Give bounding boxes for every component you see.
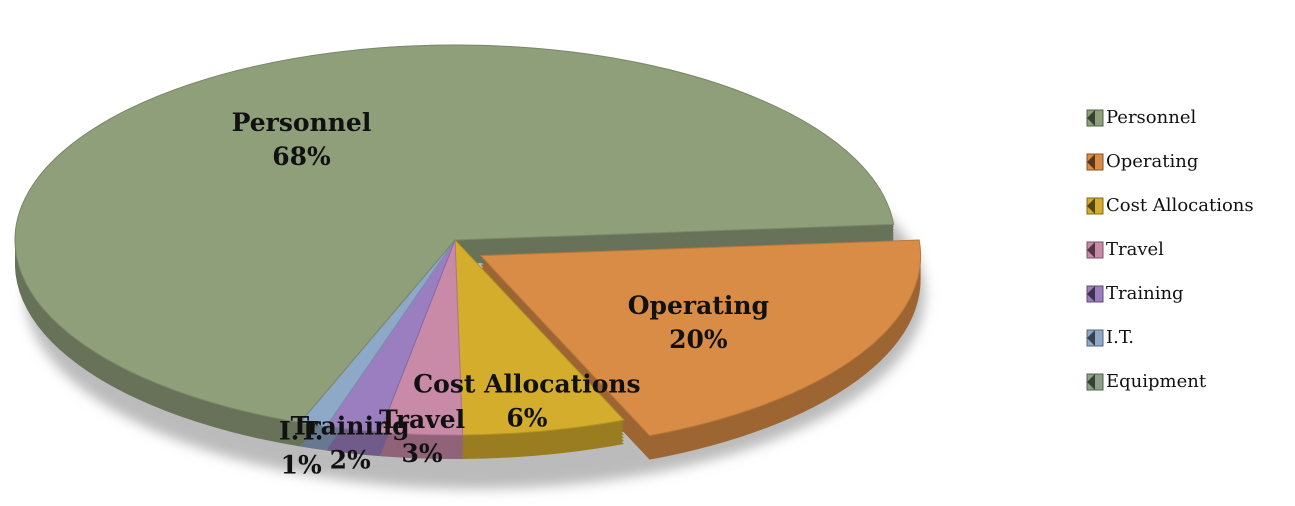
legend-label: Cost Allocations	[1106, 195, 1254, 216]
legend-swatch-facet	[1087, 286, 1095, 302]
data-label-value: 1%	[281, 450, 322, 479]
legend-item: Operating	[1086, 151, 1198, 172]
slice	[454, 238, 625, 436]
slice	[14, 44, 895, 424]
data-label-name: Personnel	[232, 108, 372, 137]
data-label-value: 6%	[506, 403, 547, 432]
legend: Personnel Operating Cost Allocations Travel…	[1086, 107, 1254, 392]
data-label-value: 68%	[272, 142, 331, 171]
data-label-value: 3%	[402, 439, 443, 468]
data-label-name: Operating	[628, 291, 769, 320]
legend-swatch-facet	[1087, 198, 1095, 214]
data-label-value: 20%	[669, 325, 728, 354]
legend-label: Equipment	[1106, 371, 1207, 392]
legend-label: Training	[1106, 283, 1184, 304]
legend-item: Personnel	[1086, 107, 1196, 128]
legend-swatch-facet	[1087, 330, 1095, 346]
data-label-name: I.T.	[279, 416, 323, 445]
legend-label: Personnel	[1106, 107, 1196, 128]
data-label-name: Training	[291, 411, 410, 440]
legend-label: Operating	[1106, 151, 1198, 172]
legend-item: Travel	[1086, 239, 1164, 260]
pie	[14, 44, 922, 460]
legend-item: I.T.	[1086, 327, 1134, 348]
legend-swatch-facet	[1087, 110, 1095, 126]
data-labels: Operating 20% Cost Allocations 6% Travel 3%Tr…	[232, 108, 769, 479]
slice	[479, 239, 922, 437]
legend-swatch-facet	[1087, 242, 1095, 258]
legend-item: Training	[1086, 283, 1184, 304]
legend-swatch-facet	[1087, 374, 1095, 390]
legend-item: Cost Allocations	[1086, 195, 1254, 216]
data-label-name: Cost Allocations	[413, 369, 640, 398]
legend-label: I.T.	[1106, 327, 1134, 348]
data-label-value: 2%	[330, 445, 371, 474]
legend-item: Equipment	[1086, 371, 1207, 392]
data-label-name: Travel	[379, 405, 465, 434]
legend-swatch-facet	[1087, 154, 1095, 170]
legend-label: Travel	[1106, 239, 1164, 260]
